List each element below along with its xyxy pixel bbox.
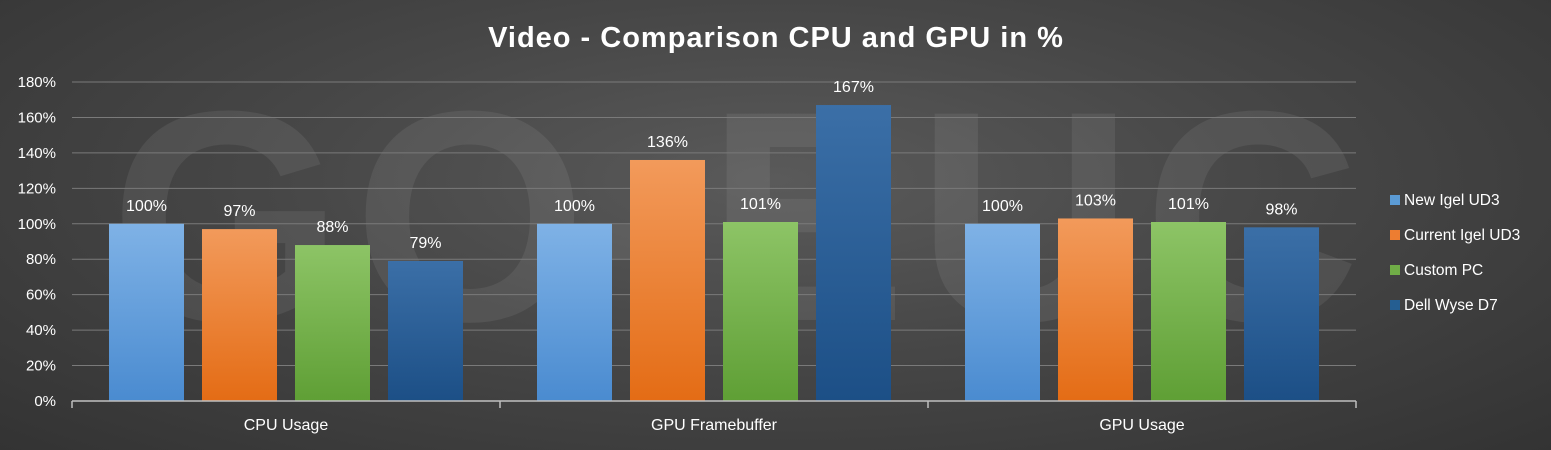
legend-label: Current Igel UD3: [1404, 227, 1520, 244]
x-tick-label: GPU Framebuffer: [651, 417, 778, 434]
y-tick-label: 100%: [18, 216, 56, 233]
bar-current-igel-ud3: [1058, 218, 1133, 401]
bar-current-igel-ud3: [630, 159, 705, 401]
legend-label: Dell Wyse D7: [1404, 297, 1498, 314]
bar-custom-pc: [295, 245, 370, 401]
bar-dell-wyse-d7: [816, 105, 891, 402]
y-tick-label: 160%: [18, 109, 56, 126]
data-label: 103%: [1075, 192, 1116, 209]
legend-swatch: [1390, 230, 1400, 240]
data-label: 101%: [740, 196, 781, 213]
legend-label: Custom PC: [1404, 262, 1483, 279]
legend-swatch: [1390, 300, 1400, 310]
data-label: 101%: [1168, 196, 1209, 213]
data-label: 88%: [316, 219, 348, 236]
y-tick-label: 60%: [26, 287, 56, 304]
chart-title: Video - Comparison CPU and GPU in %: [488, 22, 1064, 54]
y-tick-label: 180%: [18, 74, 56, 91]
data-label: 79%: [409, 235, 441, 252]
bar-new-igel-ud3: [965, 223, 1040, 401]
bar-new-igel-ud3: [537, 223, 612, 401]
data-label: 167%: [833, 79, 874, 96]
legend-swatch: [1390, 195, 1400, 205]
data-labels: 100% 100% 100% 97% 136% 103% 88% 101% 101% 79% 167…: [126, 79, 1297, 252]
data-label: 97%: [223, 203, 255, 220]
y-tick-label: 120%: [18, 180, 56, 197]
legend: New Igel UD3 Current Igel UD3 Custom PC Del…: [1390, 192, 1520, 314]
y-tick-label: 0%: [34, 393, 56, 410]
x-tick-label: GPU Usage: [1099, 417, 1184, 434]
legend-swatch: [1390, 265, 1400, 275]
data-label: 100%: [126, 198, 167, 215]
legend-label: New Igel UD3: [1404, 192, 1500, 209]
y-tick-label: 40%: [26, 322, 56, 339]
y-tick-label: 140%: [18, 145, 56, 162]
bar-custom-pc: [723, 222, 798, 401]
bar-new-igel-ud3: [109, 223, 184, 401]
y-axis: 0% 20% 40% 60% 80% 100% 120% 140% 160% 180%: [18, 74, 56, 410]
bar-dell-wyse-d7: [388, 260, 463, 401]
gridlines: [72, 81, 1356, 367]
x-axis: CPU Usage GPU Framebuffer GPU Usage: [71, 400, 1357, 434]
bar-custom-pc: [1151, 222, 1226, 401]
data-label: 100%: [554, 198, 595, 215]
bars: [109, 105, 1319, 402]
data-label: 136%: [647, 134, 688, 151]
bar-dell-wyse-d7: [1244, 227, 1319, 401]
y-tick-label: 80%: [26, 251, 56, 268]
y-tick-label: 20%: [26, 358, 56, 375]
data-label: 100%: [982, 198, 1023, 215]
data-label: 98%: [1265, 201, 1297, 218]
bar-current-igel-ud3: [202, 229, 277, 401]
x-tick-label: CPU Usage: [244, 417, 329, 434]
